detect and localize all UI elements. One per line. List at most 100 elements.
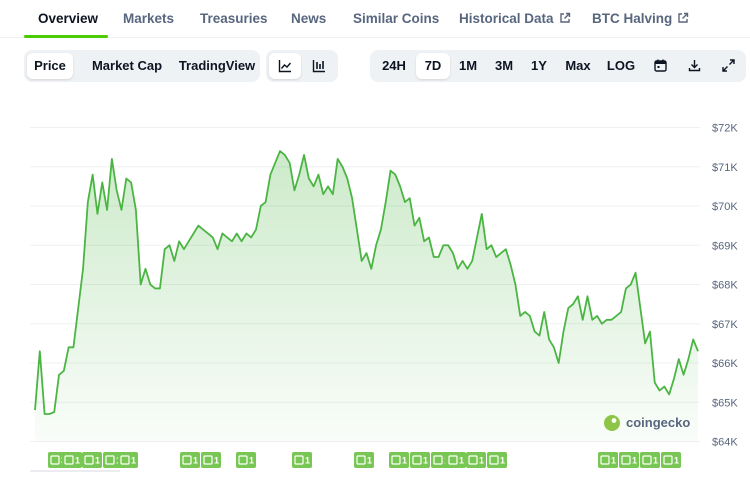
price-point: [562, 330, 564, 332]
price-chart[interactable]: $64K $65K $66K $67K $68K $69K $70K $71K $72K coi…: [0, 96, 750, 478]
price-point: [149, 283, 151, 285]
y-axis-labels: $64K $65K $66K $67K $68K $69K $70K $71K $72K: [712, 123, 738, 449]
price-point: [34, 409, 36, 411]
news-icon: [600, 455, 610, 465]
date-picker-button[interactable]: [646, 53, 674, 79]
y-tick-label: $64K: [712, 437, 738, 449]
price-point: [620, 311, 622, 313]
news-event-badge[interactable]: 1: [640, 452, 660, 468]
price-point: [336, 158, 338, 160]
external-link-icon: [559, 12, 570, 23]
price-point: [471, 260, 473, 262]
price-point: [399, 185, 401, 187]
news-event-badge[interactable]: 1: [619, 452, 639, 468]
price-point: [63, 370, 65, 372]
news-event-badge[interactable]: 1: [82, 452, 102, 468]
news-event-badge[interactable]: 1: [201, 452, 221, 468]
news-icon: [120, 455, 130, 465]
price-point: [639, 307, 641, 309]
price-point: [264, 201, 266, 203]
tab-markets[interactable]: Markets: [123, 11, 175, 26]
news-event-count: 1: [459, 456, 464, 466]
view-tradingview-button[interactable]: TradingView: [178, 58, 256, 73]
price-point: [457, 268, 459, 270]
tab-historical-data[interactable]: Historical Data: [459, 11, 571, 26]
tab-similar-coins[interactable]: Similar Coins: [353, 11, 440, 26]
coingecko-brand-text: coingecko: [626, 415, 690, 430]
price-point: [260, 205, 262, 207]
news-event-badge[interactable]: 1: [598, 452, 618, 468]
news-event-badge[interactable]: 1: [466, 452, 486, 468]
log-scale-button[interactable]: LOG: [606, 58, 636, 73]
range-max-button[interactable]: Max: [565, 58, 591, 73]
price-point: [490, 244, 492, 246]
range-1m-button[interactable]: 1M: [458, 58, 478, 73]
price-point: [346, 177, 348, 179]
candlestick-chart-button[interactable]: [303, 53, 335, 79]
y-tick-label: $68K: [712, 280, 738, 292]
news-event-badge[interactable]: 1: [118, 452, 138, 468]
range-3m-button[interactable]: 3M: [494, 58, 514, 73]
tab-btc-halving[interactable]: BTC Halving: [592, 11, 689, 26]
price-point: [466, 268, 468, 270]
news-event-badge[interactable]: 1: [410, 452, 430, 468]
price-point: [178, 240, 180, 242]
price-point: [389, 169, 391, 171]
price-point: [106, 209, 108, 211]
price-point: [365, 252, 367, 254]
tab-treasuries[interactable]: Treasuries: [200, 11, 268, 26]
news-event-badge[interactable]: 1: [446, 452, 466, 468]
price-point: [197, 224, 199, 226]
y-tick-label: $71K: [712, 162, 738, 174]
y-tick-label: $69K: [712, 240, 738, 252]
price-point: [682, 374, 684, 376]
price-point: [428, 236, 430, 238]
tab-news[interactable]: News: [291, 11, 327, 26]
price-point: [111, 158, 113, 160]
news-event-badge[interactable]: 1: [180, 452, 200, 468]
news-event-badge[interactable]: 1: [487, 452, 507, 468]
view-price-button[interactable]: Price: [27, 53, 73, 79]
y-tick-label: $66K: [712, 358, 738, 370]
price-point: [53, 411, 55, 413]
price-point: [77, 307, 79, 309]
candlestick-chart-icon: [312, 60, 325, 73]
price-point: [692, 338, 694, 340]
price-point: [144, 268, 146, 270]
price-point: [543, 311, 545, 313]
range-7d-button[interactable]: 7D: [416, 53, 450, 79]
price-point: [437, 256, 439, 258]
news-icon: [642, 455, 652, 465]
news-event-badge[interactable]: 1: [389, 452, 409, 468]
price-point: [418, 217, 420, 219]
view-market-cap-button[interactable]: Market Cap: [91, 58, 163, 73]
y-tick-label: $65K: [712, 397, 738, 409]
price-point: [159, 287, 161, 289]
news-event-badge[interactable]: 1: [661, 452, 681, 468]
line-chart-button[interactable]: [269, 53, 301, 79]
range-1y-button[interactable]: 1Y: [531, 58, 547, 73]
price-point: [250, 236, 252, 238]
price-point: [404, 201, 406, 203]
news-icon: [182, 455, 192, 465]
news-event-count: 1: [423, 456, 428, 466]
y-tick-label: $72K: [712, 123, 738, 135]
news-event-badge[interactable]: 1: [236, 452, 256, 468]
news-event-badge[interactable]: 1: [292, 452, 312, 468]
price-point: [577, 295, 579, 297]
price-point: [370, 268, 372, 270]
price-point: [673, 378, 675, 380]
range-24h-button[interactable]: 24H: [382, 58, 406, 73]
expand-icon: [721, 59, 735, 72]
chart-view-selector: Price Market Cap TradingView: [24, 50, 260, 82]
price-point: [39, 350, 41, 352]
news-event-badge[interactable]: 1: [354, 452, 374, 468]
price-point: [356, 228, 358, 230]
tab-overview[interactable]: Overview: [38, 11, 99, 26]
news-icon: [294, 455, 304, 465]
download-button[interactable]: [680, 53, 708, 79]
fullscreen-button[interactable]: [714, 53, 742, 79]
news-icon: [412, 455, 422, 465]
price-point: [433, 256, 435, 258]
news-event-badge[interactable]: 1: [62, 452, 82, 468]
